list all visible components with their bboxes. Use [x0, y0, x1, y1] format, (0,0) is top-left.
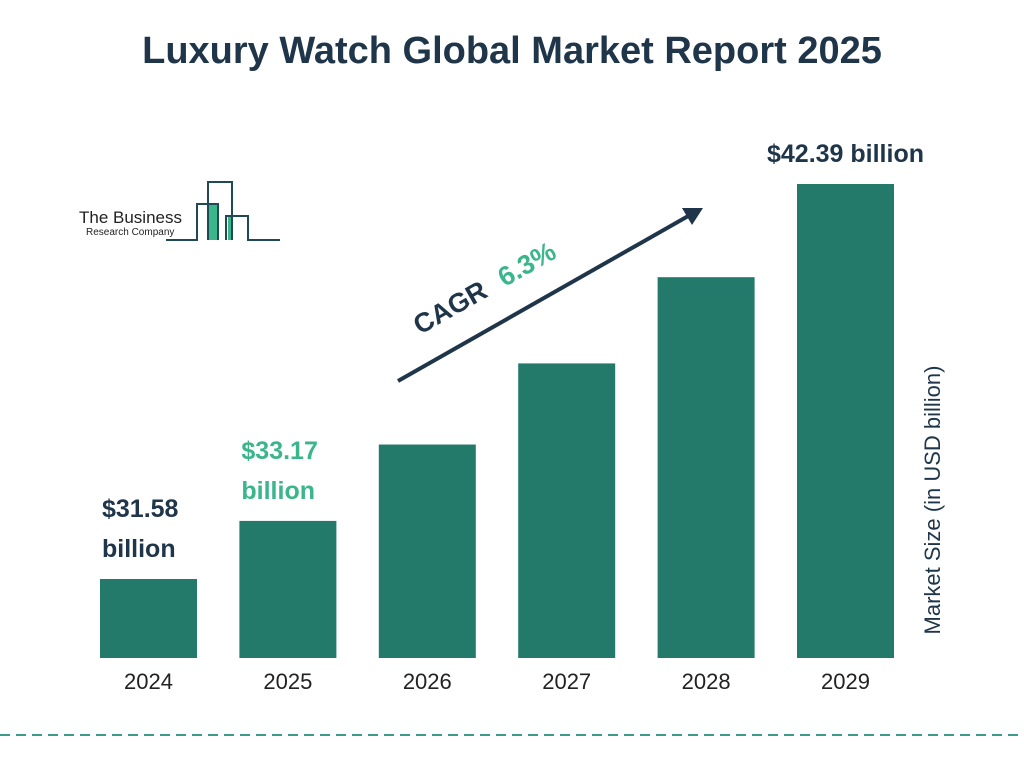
data-label: billion [241, 477, 315, 505]
logo: The Business Research Company [79, 181, 280, 241]
bar-2028 [657, 277, 755, 658]
x-tick-label: 2024 [124, 669, 173, 694]
logo-text-line2: Research Company [86, 227, 174, 238]
cagr-arrow-line [397, 213, 691, 383]
logo-text-line1: The Business [79, 208, 182, 227]
bar-2027 [518, 363, 616, 658]
chart-title: Luxury Watch Global Market Report 2025 [142, 30, 882, 72]
cagr-arrow-head [682, 208, 703, 225]
x-tick-label: 2028 [682, 669, 731, 694]
svg-text:CAGR 6.3%: CAGR 6.3% [408, 236, 561, 340]
x-tick-label: 2026 [403, 669, 452, 694]
x-tick-label: 2025 [263, 669, 312, 694]
bar-2029 [797, 184, 894, 658]
logo-bar-fill [228, 216, 233, 240]
data-label: $31.58 [102, 495, 179, 523]
logo-bar-fill [207, 204, 218, 240]
cagr-label: CAGR [408, 275, 492, 340]
bar-2024 [100, 579, 197, 658]
data-label: billion [102, 535, 176, 563]
bar-2026 [378, 444, 476, 658]
cagr-annotation: CAGR 6.3% [397, 208, 703, 383]
x-tick-label: 2029 [821, 669, 870, 694]
data-label: $42.39 billion [767, 140, 924, 168]
bar-2025 [239, 520, 337, 658]
cagr-value: 6.3% [493, 236, 561, 292]
data-label: $33.17 [241, 437, 317, 465]
logo-skyline [166, 181, 280, 241]
x-tick-label: 2027 [542, 669, 591, 694]
y-axis-label: Market Size (in USD billion) [920, 366, 945, 635]
